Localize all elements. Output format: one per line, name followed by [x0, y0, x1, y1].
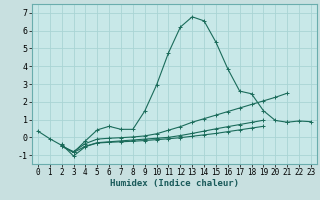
- X-axis label: Humidex (Indice chaleur): Humidex (Indice chaleur): [110, 179, 239, 188]
